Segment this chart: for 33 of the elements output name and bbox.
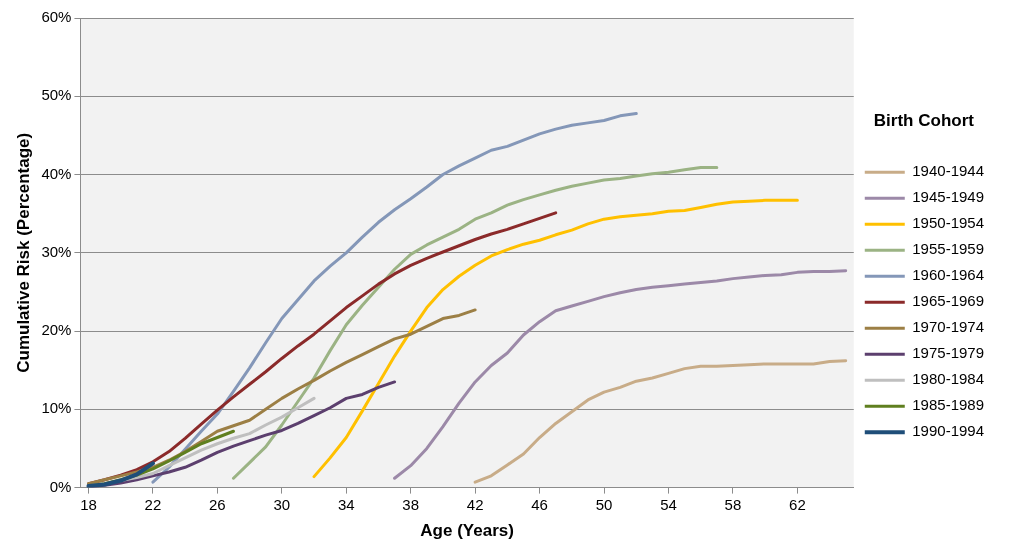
x-tick-label: 58: [724, 495, 742, 513]
legend-label: 1975-1979: [912, 344, 984, 362]
x-tick-label: 46: [531, 495, 548, 513]
legend-label: 1965-1969: [912, 292, 984, 310]
legend-label: 1990-1994: [912, 422, 984, 440]
y-tick-label: 40%: [41, 164, 72, 182]
x-tick-label: 34: [337, 495, 355, 513]
y-tick-label: 50%: [41, 86, 72, 104]
legend-label: 1945-1949: [912, 188, 984, 206]
legend-label: 1940-1944: [912, 162, 984, 180]
y-tick-label: 60%: [41, 8, 72, 26]
y-tick-label: 30%: [41, 242, 72, 260]
legend-title: Birth Cohort: [873, 111, 975, 131]
y-axis-title: Cumulative Risk (Percentage): [13, 132, 33, 373]
x-tick-label: 54: [660, 495, 677, 513]
x-tick-label: 38: [402, 495, 420, 513]
x-tick-label: 62: [789, 495, 806, 513]
x-axis-title: Age (Years): [420, 521, 514, 541]
y-tick-label: 0%: [49, 477, 72, 495]
legend-label: 1960-1964: [912, 266, 984, 284]
legend-label: 1980-1984: [912, 370, 984, 388]
x-tick-label: 42: [466, 495, 484, 513]
legend-label: 1955-1959: [912, 240, 984, 258]
legend-label: 1985-1989: [912, 396, 984, 414]
x-tick-label: 30: [273, 495, 291, 513]
y-tick-label: 20%: [41, 321, 72, 339]
legend-label: 1970-1974: [912, 318, 984, 336]
x-tick-label: 26: [209, 495, 226, 513]
y-tick-label: 10%: [41, 399, 72, 417]
x-tick-label: 18: [80, 495, 97, 513]
x-tick-label: 50: [595, 495, 613, 513]
x-tick-label: 22: [144, 495, 162, 513]
legend-label: 1950-1954: [912, 214, 984, 232]
